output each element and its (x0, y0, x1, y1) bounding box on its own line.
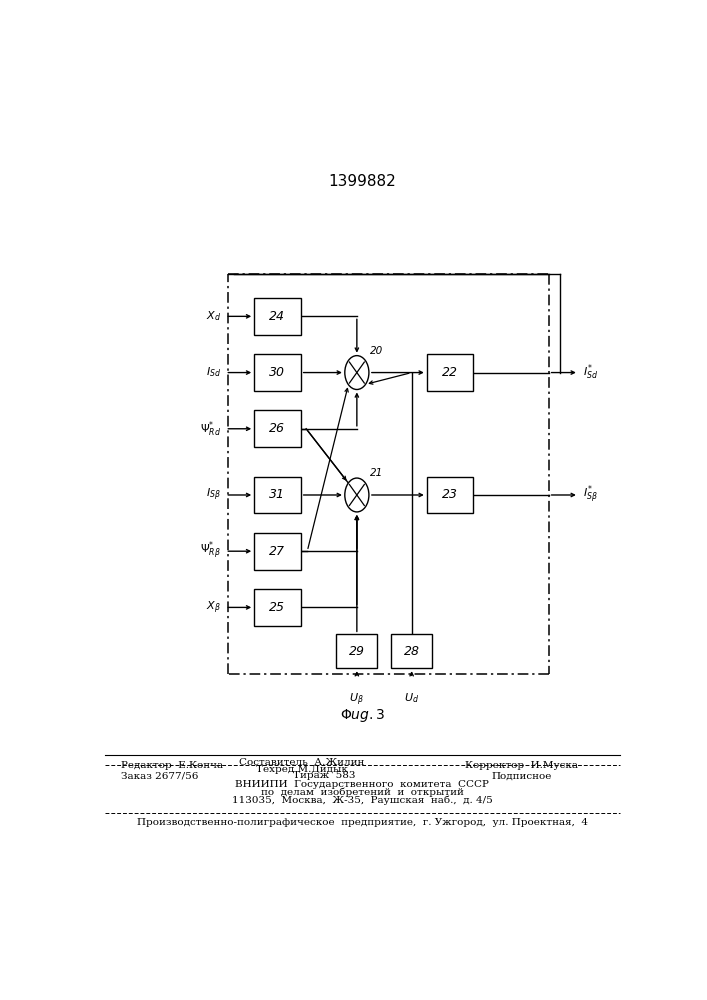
Text: $I_{S\beta}$: $I_{S\beta}$ (206, 487, 221, 503)
Text: $I_{S\beta}^{*}$: $I_{S\beta}^{*}$ (583, 484, 597, 506)
Circle shape (345, 356, 369, 389)
Text: по  делам  изобретений  и  открытий: по делам изобретений и открытий (261, 788, 464, 797)
Bar (254, 589, 300, 626)
Text: 24: 24 (269, 310, 286, 323)
Text: Редактор  Е.Копча: Редактор Е.Копча (122, 761, 223, 770)
Text: 29: 29 (349, 645, 365, 658)
Text: $U_d$: $U_d$ (404, 691, 419, 705)
Text: 113035,  Москва,  Ж-35,  Раушская  наб.,  д. 4/5: 113035, Москва, Ж-35, Раушская наб., д. … (232, 795, 493, 805)
Text: $X_d$: $X_d$ (206, 309, 221, 323)
Text: 26: 26 (269, 422, 286, 435)
Text: ВНИИПИ  Государственного  комитета  СССР: ВНИИПИ Государственного комитета СССР (235, 780, 489, 789)
Bar (254, 354, 300, 391)
Text: Подписное: Подписное (491, 771, 551, 780)
Text: Корректор  И.Муска: Корректор И.Муска (464, 761, 578, 770)
Text: Техред М.Дидык: Техред М.Дидык (256, 765, 348, 774)
Text: Составитель  А.Жилин: Составитель А.Жилин (240, 758, 365, 767)
Text: $I_{Sd}^{*}$: $I_{Sd}^{*}$ (583, 363, 598, 382)
Bar (337, 634, 378, 668)
Circle shape (345, 478, 369, 512)
Bar (254, 477, 300, 513)
Text: 28: 28 (404, 645, 420, 658)
Text: $I_{Sd}$: $I_{Sd}$ (206, 366, 221, 379)
Bar (254, 410, 300, 447)
Text: 31: 31 (269, 488, 286, 501)
Text: 20: 20 (370, 346, 383, 356)
Text: $\Psi_{R\beta}^{*}$: $\Psi_{R\beta}^{*}$ (200, 540, 221, 562)
Text: 22: 22 (442, 366, 458, 379)
Text: 30: 30 (269, 366, 286, 379)
Text: 25: 25 (269, 601, 286, 614)
Text: Заказ 2677/56: Заказ 2677/56 (122, 771, 199, 780)
Bar (254, 533, 300, 570)
Text: $\Phi u\mathit{g}.3$: $\Phi u\mathit{g}.3$ (339, 707, 385, 724)
Text: $X_\beta$: $X_\beta$ (206, 599, 221, 616)
Text: $U_\beta$: $U_\beta$ (349, 691, 364, 708)
Text: 1399882: 1399882 (329, 174, 396, 189)
Bar (391, 634, 432, 668)
Text: 27: 27 (269, 545, 286, 558)
Text: Производственно-полиграфическое  предприятие,  г. Ужгород,  ул. Проектная,  4: Производственно-полиграфическое предприя… (137, 818, 588, 827)
Text: $\Psi_{Rd}^{*}$: $\Psi_{Rd}^{*}$ (200, 419, 221, 439)
Text: Тираж  583: Тираж 583 (293, 771, 355, 780)
Text: 21: 21 (370, 468, 383, 478)
Bar (254, 298, 300, 335)
Bar (427, 354, 473, 391)
Bar (427, 477, 473, 513)
Text: 23: 23 (442, 488, 458, 501)
